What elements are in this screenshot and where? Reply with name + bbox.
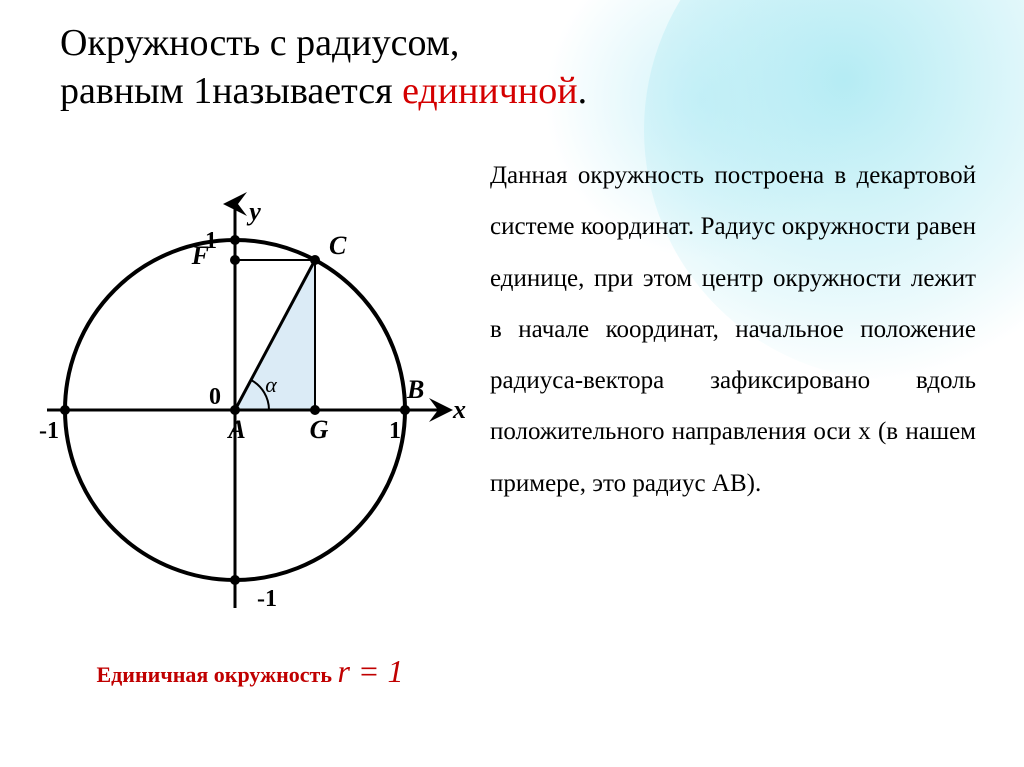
point-minus1-left	[60, 405, 70, 415]
label-y-axis: y	[246, 197, 261, 226]
title-line2-b: .	[578, 70, 588, 112]
body-paragraph: Данная окружность построена в декартовой…	[490, 150, 976, 509]
caption-equation: r = 1	[337, 653, 403, 689]
label-C: C	[329, 231, 347, 260]
label-B: B	[406, 375, 424, 404]
label-minus1-left: -1	[39, 418, 59, 444]
caption-label: Единичная окружность	[96, 662, 337, 687]
label-one-right: 1	[389, 418, 401, 444]
point-G	[310, 405, 320, 415]
label-zero: 0	[209, 384, 221, 410]
title-line1: Окружность с радиусом,	[60, 22, 459, 64]
label-G: G	[310, 415, 329, 444]
point-A-origin	[230, 405, 240, 415]
page-title: Окружность с радиусом, равным 1называетс…	[60, 20, 984, 115]
label-x-axis: x	[452, 395, 466, 424]
label-F: F	[191, 241, 209, 270]
point-F	[230, 255, 240, 265]
point-minus1-bottom	[230, 575, 240, 585]
title-line2-a: равным 1называется	[60, 70, 402, 112]
label-A: A	[226, 415, 245, 444]
label-minus1-bottom: -1	[257, 586, 277, 612]
point-C	[310, 255, 320, 265]
diagram-caption: Единичная окружность r = 1	[30, 653, 470, 690]
unit-circle-svg: yx1-11-10AGBCFα	[30, 150, 470, 650]
point-B	[400, 405, 410, 415]
title-line2-emph: единичной	[402, 70, 578, 112]
paragraph-text: Данная окружность построена в декартовой…	[490, 162, 976, 497]
point-1-top	[230, 235, 240, 245]
unit-circle-diagram: yx1-11-10AGBCFα Единичная окружность r =…	[30, 150, 470, 690]
label-alpha: α	[265, 372, 277, 397]
